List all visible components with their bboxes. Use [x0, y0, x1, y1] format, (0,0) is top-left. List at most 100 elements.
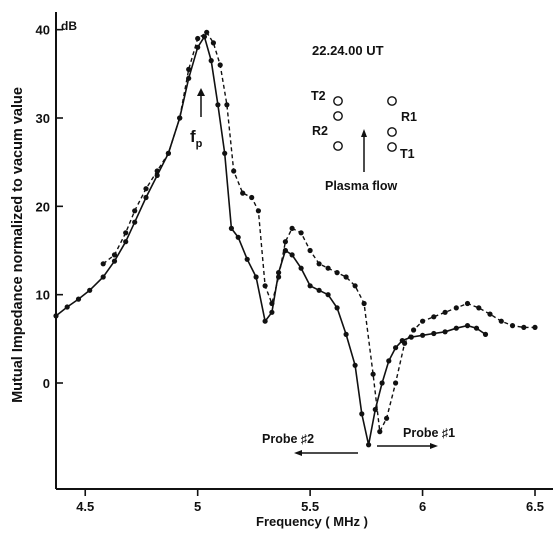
series-2-point [532, 324, 538, 330]
y-unit-label: dB [61, 19, 77, 33]
series-1-point [100, 274, 106, 280]
series-2-point [262, 283, 268, 289]
series-1-point [269, 309, 275, 315]
x-tick-label: 4.5 [76, 499, 94, 514]
series-2-point [307, 247, 313, 254]
series-2-point [352, 283, 358, 289]
series-2-point [325, 265, 331, 271]
fp-label-sub: p [196, 138, 203, 150]
series-2-point [393, 380, 399, 386]
series-1-point [366, 442, 372, 448]
series-1-point [307, 283, 313, 289]
series-line-1 [55, 34, 486, 445]
series-2-point [255, 208, 261, 214]
series-1-point [420, 332, 426, 338]
series-1-point [334, 305, 340, 311]
series-2-point [464, 300, 471, 307]
series-2-point [420, 318, 426, 324]
plasma-flow-label: Plasma flow [325, 179, 398, 193]
series-2-point [298, 230, 304, 236]
probe-circle-2 [333, 111, 343, 121]
probe-circle-4 [387, 96, 397, 106]
y-tick-label: 0 [43, 376, 50, 391]
probe-R2-label: R2 [312, 124, 328, 138]
series-1-point [379, 380, 385, 386]
series-1-point [53, 313, 59, 319]
series-1-point [393, 345, 399, 351]
series-2-point [316, 261, 322, 267]
series-1-point [442, 329, 448, 335]
series-1-point [228, 225, 234, 231]
series-2-point [411, 327, 417, 333]
series-2-point [334, 270, 340, 276]
series-2-point [269, 300, 275, 307]
series-1-point [316, 287, 322, 293]
series-1-point [325, 292, 331, 298]
series-2-point [442, 309, 448, 315]
y-tick-label: 30 [36, 111, 50, 126]
series-2-point [498, 318, 504, 324]
probe1-arrowhead [430, 443, 438, 449]
y-ticks: 0 10 20 30 40 [36, 23, 63, 391]
series-1-point [64, 304, 70, 310]
series-2-point [100, 261, 106, 267]
series-2-point [431, 314, 437, 320]
series-2-point [111, 252, 118, 258]
series-1-point [262, 318, 268, 324]
series-1-point [359, 411, 365, 417]
series-2-point [143, 186, 149, 192]
series-2-point [370, 371, 376, 377]
series-1-point [298, 265, 304, 271]
series-2-point [204, 29, 210, 35]
probe-T1-label: T1 [400, 147, 415, 161]
series-1-point [143, 194, 149, 201]
probe2-label: Probe ♯2 [262, 432, 314, 446]
series-2-point [217, 62, 223, 68]
series-1-point [343, 331, 349, 337]
series-1-point [75, 296, 82, 302]
y-axis-label: Mutual Impedance normalized to vacum val… [10, 87, 26, 403]
series-1-point [473, 325, 480, 331]
probe-circle-1 [333, 96, 343, 106]
series-2-point [210, 40, 216, 46]
series-1-point [352, 362, 358, 368]
series-2-point [195, 35, 201, 42]
series-2-point [282, 239, 288, 245]
series-2-point [154, 168, 160, 174]
series-2-point [132, 208, 138, 214]
fp-label: fp [190, 127, 203, 150]
series-1-point [123, 239, 129, 245]
probe1-label: Probe ♯1 [403, 426, 455, 440]
x-tick-label: 6 [419, 499, 426, 514]
fp-label-main: f [190, 127, 196, 146]
fp-arrowhead [197, 88, 205, 96]
series-1-point [244, 256, 250, 262]
series-2-point [343, 274, 349, 280]
series-2-point [231, 168, 237, 174]
series-2-point [361, 300, 367, 307]
x-tick-label: 6.5 [526, 499, 544, 514]
series-2-point [177, 115, 183, 121]
x-ticks: 4.5 5 5.5 6 6.5 [76, 489, 544, 514]
series-1-point [195, 44, 201, 50]
series-1-point [208, 58, 214, 64]
series-2-point [476, 305, 482, 311]
series-2-point [289, 225, 295, 231]
probe-circle-6 [387, 142, 397, 152]
plasma-flow-arrowhead [361, 129, 367, 137]
series-1-point [87, 287, 93, 293]
series-1-point [111, 258, 118, 264]
probe-R1-label: R1 [401, 110, 417, 124]
series-2-point [384, 415, 390, 421]
series-1-point [482, 331, 489, 337]
series-2-point [224, 102, 230, 108]
series-2-point [165, 150, 171, 156]
series-2-point [377, 429, 383, 435]
probe2-arrowhead [294, 450, 302, 456]
series-1-point [453, 325, 459, 331]
series-2-point [487, 311, 493, 317]
series-layer [53, 29, 538, 448]
series-1-point [431, 330, 437, 337]
probe-circle-5 [387, 127, 397, 137]
